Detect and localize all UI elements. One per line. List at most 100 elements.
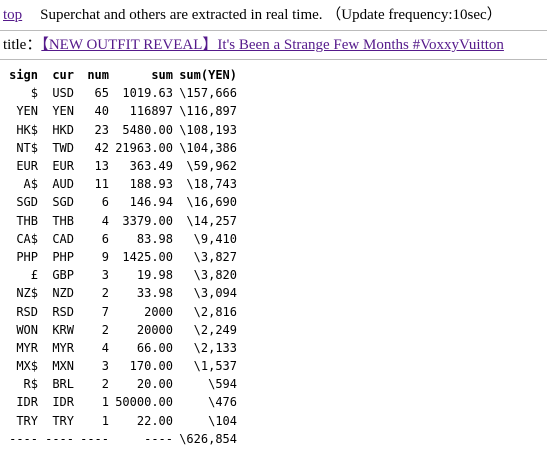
table-cell: 188.93 — [129, 177, 173, 192]
table-cell: \14,257 — [186, 213, 237, 228]
table-cell: 6 — [101, 195, 109, 210]
table-cell: 2000 — [144, 304, 173, 319]
header-row: sign cur num sum sum(YEN) — [8, 66, 237, 84]
table-row: NT$ TWD 42 21963.00 \104,386 — [8, 139, 237, 157]
table-row: YEN YEN 40 116897 \116,897 — [8, 102, 237, 120]
table-cell: 65 — [94, 86, 109, 101]
table-cell: YEN — [16, 104, 38, 119]
table-cell: R$ — [23, 377, 38, 392]
title-bar: title：【NEW OUTFIT REVEAL】It's Been a Str… — [0, 31, 547, 59]
table-row: SGD SGD 6 146.94 \16,690 — [8, 193, 237, 211]
footer-row: ---- ---- ---- ---- \626,854 — [8, 430, 237, 448]
table-cell: PHP — [16, 249, 38, 264]
table-body: $ USD 65 1019.63 \157,666 YEN YEN 40 116897 \116,… — [8, 84, 237, 448]
table-cell: NZD — [52, 286, 74, 301]
table-cell: 83.98 — [136, 231, 173, 246]
table-cell: 9 — [101, 249, 109, 264]
table-cell: \2,816 — [193, 304, 237, 319]
table-cell: 5480.00 — [122, 122, 173, 137]
table-row: R$ BRL 2 20.00 \594 — [8, 375, 237, 393]
table-row: NZ$ NZD 2 33.98 \3,094 — [8, 284, 237, 302]
table-row: TRY TRY 1 22.00 \104 — [8, 412, 237, 430]
table-cell: MX$ — [16, 359, 38, 374]
table-cell: CA$ — [16, 231, 38, 246]
table-cell: 42 — [94, 140, 109, 155]
currency-table: sign cur num sum sum(YEN) $ USD 65 1019.63 \157,… — [8, 66, 237, 448]
table-cell: 1425.00 — [122, 249, 173, 264]
footer-cell: ---- — [80, 431, 109, 446]
table-row: EUR EUR 13 363.49 \59,962 — [8, 157, 237, 175]
table-cell: 1019.63 — [122, 86, 173, 101]
table-row: A$ AUD 11 188.93 \18,743 — [8, 175, 237, 193]
table-cell: HK$ — [16, 122, 38, 137]
table-row: £ GBP 3 19.98 \3,820 — [8, 266, 237, 284]
table-cell: \104,386 — [179, 140, 237, 155]
table-cell: 4 — [101, 213, 109, 228]
table-cell: 6 — [101, 231, 109, 246]
table-cell: IDR — [16, 395, 38, 410]
table-cell: \104 — [208, 413, 237, 428]
title-link[interactable]: 【NEW OUTFIT REVEAL】It's Been a Strange F… — [41, 37, 504, 53]
table-cell: A$ — [23, 177, 38, 192]
table-cell: 66.00 — [136, 340, 173, 355]
table-cell: £ — [30, 268, 38, 283]
footer-cell: ---- — [144, 431, 173, 446]
table-cell: MYR — [52, 340, 74, 355]
table-cell: \476 — [208, 395, 237, 410]
table-cell: \2,133 — [193, 340, 237, 355]
table-row: HK$ HKD 23 5480.00 \108,193 — [8, 121, 237, 139]
table-cell: WON — [16, 322, 38, 337]
table-row: THB THB 4 3379.00 \14,257 — [8, 212, 237, 230]
table-cell: \3,827 — [193, 249, 237, 264]
table-cell: IDR — [52, 395, 74, 410]
table-cell: 170.00 — [129, 359, 173, 374]
table-cell: USD — [52, 86, 74, 101]
top-link[interactable]: top — [3, 7, 23, 23]
header-bar: top Superchat and others are extracted in… — [0, 0, 547, 30]
table-cell: THB — [52, 213, 74, 228]
table-cell: 21963.00 — [115, 140, 173, 155]
table-cell: 116897 — [129, 104, 173, 119]
table-cell: 1 — [101, 395, 109, 410]
column-header: sum — [151, 68, 173, 83]
table-cell: \1,537 — [193, 359, 237, 374]
table-cell: \18,743 — [186, 177, 237, 192]
table-cell: 7 — [101, 304, 109, 319]
table-cell: GBP — [52, 268, 74, 283]
footer-cell: \626,854 — [179, 431, 237, 446]
table-cell: TRY — [52, 413, 74, 428]
table-cell: CAD — [52, 231, 74, 246]
table-cell: 2 — [101, 286, 109, 301]
table-row: PHP PHP 9 1425.00 \3,827 — [8, 248, 237, 266]
table-row: MX$ MXN 3 170.00 \1,537 — [8, 357, 237, 375]
table-row: IDR IDR 1 50000.00 \476 — [8, 393, 237, 411]
table-row: $ USD 65 1019.63 \157,666 — [8, 84, 237, 102]
table-row: WON KRW 2 20000 \2,249 — [8, 321, 237, 339]
divider — [0, 30, 547, 31]
table-row: CA$ CAD 6 83.98 \9,410 — [8, 230, 237, 248]
table-cell: NZ$ — [16, 286, 38, 301]
table-row: RSD RSD 7 2000 \2,816 — [8, 302, 237, 320]
table-cell: 363.49 — [129, 159, 173, 174]
column-header: sum(YEN) — [179, 68, 237, 83]
table-cell: 20.00 — [136, 377, 173, 392]
table-cell: \3,820 — [193, 268, 237, 283]
table-cell: 1 — [101, 413, 109, 428]
table-cell: RSD — [52, 304, 74, 319]
table-cell: YEN — [52, 104, 74, 119]
table-cell: 4 — [101, 340, 109, 355]
table-cell: 23 — [94, 122, 109, 137]
table-cell: \16,690 — [186, 195, 237, 210]
table-cell: 11 — [94, 177, 109, 192]
table-cell: 2 — [101, 377, 109, 392]
table-cell: \594 — [208, 377, 237, 392]
header-text: Superchat and others are extracted in re… — [40, 7, 502, 23]
table-cell: KRW — [52, 322, 74, 337]
table-cell: 3 — [101, 359, 109, 374]
table-cell: AUD — [52, 177, 74, 192]
table-cell: SGD — [52, 195, 74, 210]
table-cell: RSD — [16, 304, 38, 319]
table-cell: \59,962 — [186, 159, 237, 174]
table-row: MYR MYR 4 66.00 \2,133 — [8, 339, 237, 357]
